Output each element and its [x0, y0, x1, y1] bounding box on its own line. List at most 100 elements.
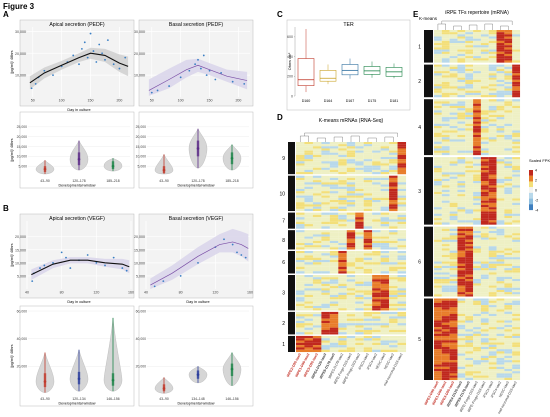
E-tfs-cell: [465, 53, 474, 57]
E-tfs-cell: [512, 239, 521, 242]
D-kmeans-cell: [397, 157, 407, 160]
D-kmeans-cell: [346, 191, 356, 194]
E-tfs-cell: [504, 211, 513, 214]
E-tfs-cell: [496, 141, 505, 144]
D-kmeans-cell: [304, 259, 313, 263]
D-kmeans-cell: [312, 157, 322, 160]
E-tfs-cell: [504, 200, 513, 203]
E-tfs-cell: [488, 276, 497, 280]
B-basal-smooth-line: [150, 241, 249, 286]
D-kmeans-cell: [312, 281, 322, 284]
D-kmeans-cell: [363, 148, 373, 151]
E-tfs-cell: [504, 187, 513, 190]
D-kmeans-cell: [372, 266, 381, 270]
D-kmeans-cell: [346, 175, 356, 178]
D-kmeans-cell: [397, 281, 407, 284]
D-kmeans-cell: [363, 347, 373, 350]
D-kmeans-cell: [296, 167, 305, 170]
E-tfs-cell: [504, 213, 513, 216]
E-tfs-cell: [434, 139, 442, 142]
D-kmeans-cell: [329, 200, 339, 203]
E-tfs-cell: [512, 134, 521, 138]
B-window-ytick-label: 20,000: [17, 365, 27, 369]
D-kmeans-cell: [372, 204, 381, 207]
D-kmeans-group-bar: [288, 274, 295, 311]
E-tfs-cell: [449, 218, 458, 221]
E-tfs-cell: [496, 255, 505, 258]
E-tfs-cell: [434, 194, 442, 197]
D-kmeans-cell: [346, 250, 356, 254]
D-kmeans-cell: [321, 311, 330, 315]
E-tfs-cell: [465, 276, 474, 280]
B-basal-xlabel: Day in culture: [186, 300, 209, 304]
E-tfs-cell: [473, 165, 481, 169]
E-tfs-cell: [496, 228, 505, 232]
E-tfs-cell: [480, 298, 489, 301]
E-tfs-cell: [512, 99, 521, 102]
A-apical-ytick-label: 20,000: [15, 52, 26, 56]
E-tfs-cell: [473, 66, 481, 69]
E-tfs-cell: [512, 58, 521, 61]
E-tfs-cell: [434, 205, 442, 208]
D-kmeans-cell: [389, 266, 398, 270]
D-kmeans-cell: [346, 277, 356, 280]
E-tfs-cell: [488, 289, 497, 293]
E-tfs-cell: [504, 194, 513, 197]
E-tfs-cell: [441, 213, 450, 216]
D-kmeans-cell: [312, 332, 322, 335]
E-tfs-cell: [512, 38, 521, 41]
D-kmeans-cell: [321, 144, 330, 147]
E-tfs-cell: [504, 196, 513, 199]
E-tfs-cell: [512, 51, 521, 54]
D-kmeans-cell: [338, 253, 347, 256]
E-tfs-cell: [449, 92, 458, 96]
B-basal-point: [223, 238, 225, 241]
D-kmeans-cell: [363, 146, 373, 149]
E-tfs-cell: [465, 143, 474, 147]
E-tfs-cell: [457, 324, 466, 328]
E-tfs-cell: [473, 207, 481, 210]
D-kmeans-cell: [389, 221, 398, 225]
D-kmeans-cell: [355, 195, 364, 198]
D-kmeans-cell: [296, 294, 305, 298]
E-tfs-cell: [434, 270, 442, 273]
E-tfs-cell: [480, 101, 489, 104]
D-kmeans-cell: [397, 152, 407, 155]
E-tfs-cell: [488, 84, 497, 87]
E-tfs-cell: [473, 198, 481, 201]
D-kmeans-cell: [346, 340, 356, 343]
E-tfs-cell: [473, 274, 481, 277]
E-tfs-cell: [441, 298, 450, 301]
B-basal-xtick-label: 40: [144, 291, 148, 295]
D-kmeans-cell: [321, 247, 330, 250]
D-kmeans-cell: [363, 266, 373, 270]
E-tfs-cell: [504, 377, 513, 381]
E-tfs-cell: [480, 170, 489, 173]
D-kmeans-cell: [380, 240, 390, 244]
E-tfs-cell: [480, 71, 489, 74]
E-tfs-cell: [480, 139, 489, 142]
D-kmeans-cell: [380, 327, 390, 330]
D-kmeans-cell: [346, 259, 356, 263]
E-tfs-cell: [473, 112, 481, 115]
E-tfs-cell: [457, 335, 466, 339]
D-kmeans-cell: [397, 301, 407, 304]
D-kmeans-cell: [389, 277, 398, 280]
E-tfs-cell: [488, 176, 497, 179]
D-kmeans-cell: [397, 197, 407, 201]
E-tfs-cell: [512, 81, 521, 85]
D-kmeans-cell: [380, 188, 390, 192]
E-tfs-cell: [512, 128, 521, 131]
E-tfs-cell: [480, 146, 489, 149]
B-basal-ytick-label: 5,000: [136, 274, 145, 278]
E-tfs-cell: [465, 189, 474, 193]
E-tfs-cell: [496, 377, 505, 381]
E-tfs-cell: [434, 211, 442, 214]
D-kmeans-cell: [304, 217, 313, 220]
E-tfs-group-bar: [424, 30, 433, 63]
E-tfs-cell: [512, 43, 521, 46]
E-tfs-cell: [449, 255, 458, 258]
D-kmeans-group-bar: [288, 212, 295, 229]
D-kmeans-cell: [312, 163, 322, 166]
D-kmeans-cell: [346, 144, 356, 147]
